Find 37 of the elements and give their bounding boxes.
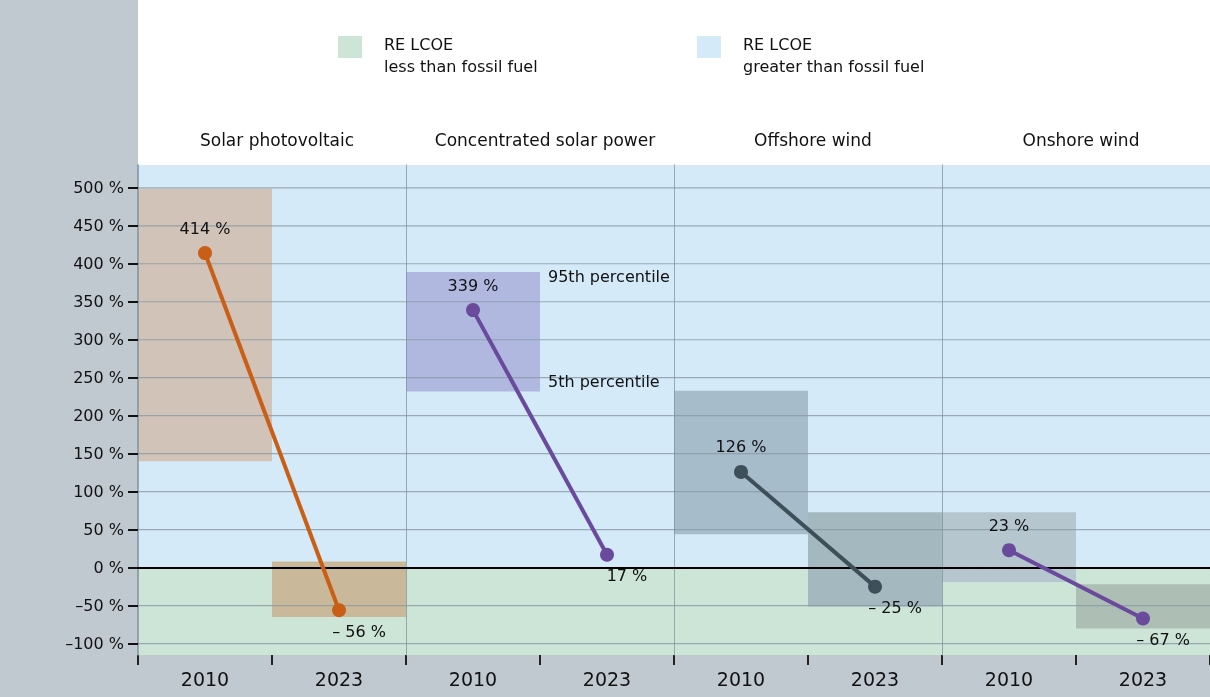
data-label: 414 % (179, 218, 231, 238)
annotation: 95th percentile (548, 266, 670, 286)
data-label: 126 % (715, 437, 767, 457)
data-label: 339 % (447, 275, 499, 295)
data-label: – 25 % (868, 598, 922, 618)
y-tick-label: 0 % (93, 558, 124, 578)
data-label: – 56 % (332, 621, 386, 641)
y-tick-label: –100 % (65, 634, 124, 654)
y-tick-label: 350 % (73, 292, 124, 312)
data-label: – 67 % (1136, 630, 1190, 650)
chart-title: Offshore wind (754, 129, 872, 150)
x-tick-label: 2010 (716, 667, 766, 690)
x-tick-label: 2010 (448, 667, 498, 690)
chart-title: Concentrated solar power (434, 129, 656, 150)
x-tick-label: 2023 (1118, 667, 1168, 690)
y-tick-label: 200 % (73, 406, 124, 426)
x-tick-label: 2023 (314, 667, 364, 690)
y-tick-label: –50 % (75, 596, 124, 616)
y-tick-label: 450 % (73, 216, 124, 236)
chart-title: Solar photovoltaic (199, 129, 355, 150)
x-tick-label: 2010 (180, 667, 230, 690)
y-tick-label: 100 % (73, 482, 124, 502)
x-tick-label: 2023 (582, 667, 632, 690)
y-tick-label: 400 % (73, 254, 124, 274)
y-tick-label: 50 % (83, 520, 124, 540)
y-tick-label: 250 % (73, 368, 124, 388)
x-tick-label: 2023 (850, 667, 900, 690)
data-label: 17 % (606, 566, 648, 586)
y-tick-label: 300 % (73, 330, 124, 350)
y-tick-label: 150 % (73, 444, 124, 464)
legend-label: RE LCOE less than fossil fuel (384, 34, 538, 78)
x-tick-label: 2010 (984, 667, 1034, 690)
annotation: 5th percentile (548, 371, 660, 391)
y-tick-label: 500 % (73, 178, 124, 198)
legend-label: RE LCOE greater than fossil fuel (743, 34, 925, 78)
data-label: 23 % (988, 515, 1030, 535)
chart-title: Onshore wind (1022, 129, 1140, 150)
